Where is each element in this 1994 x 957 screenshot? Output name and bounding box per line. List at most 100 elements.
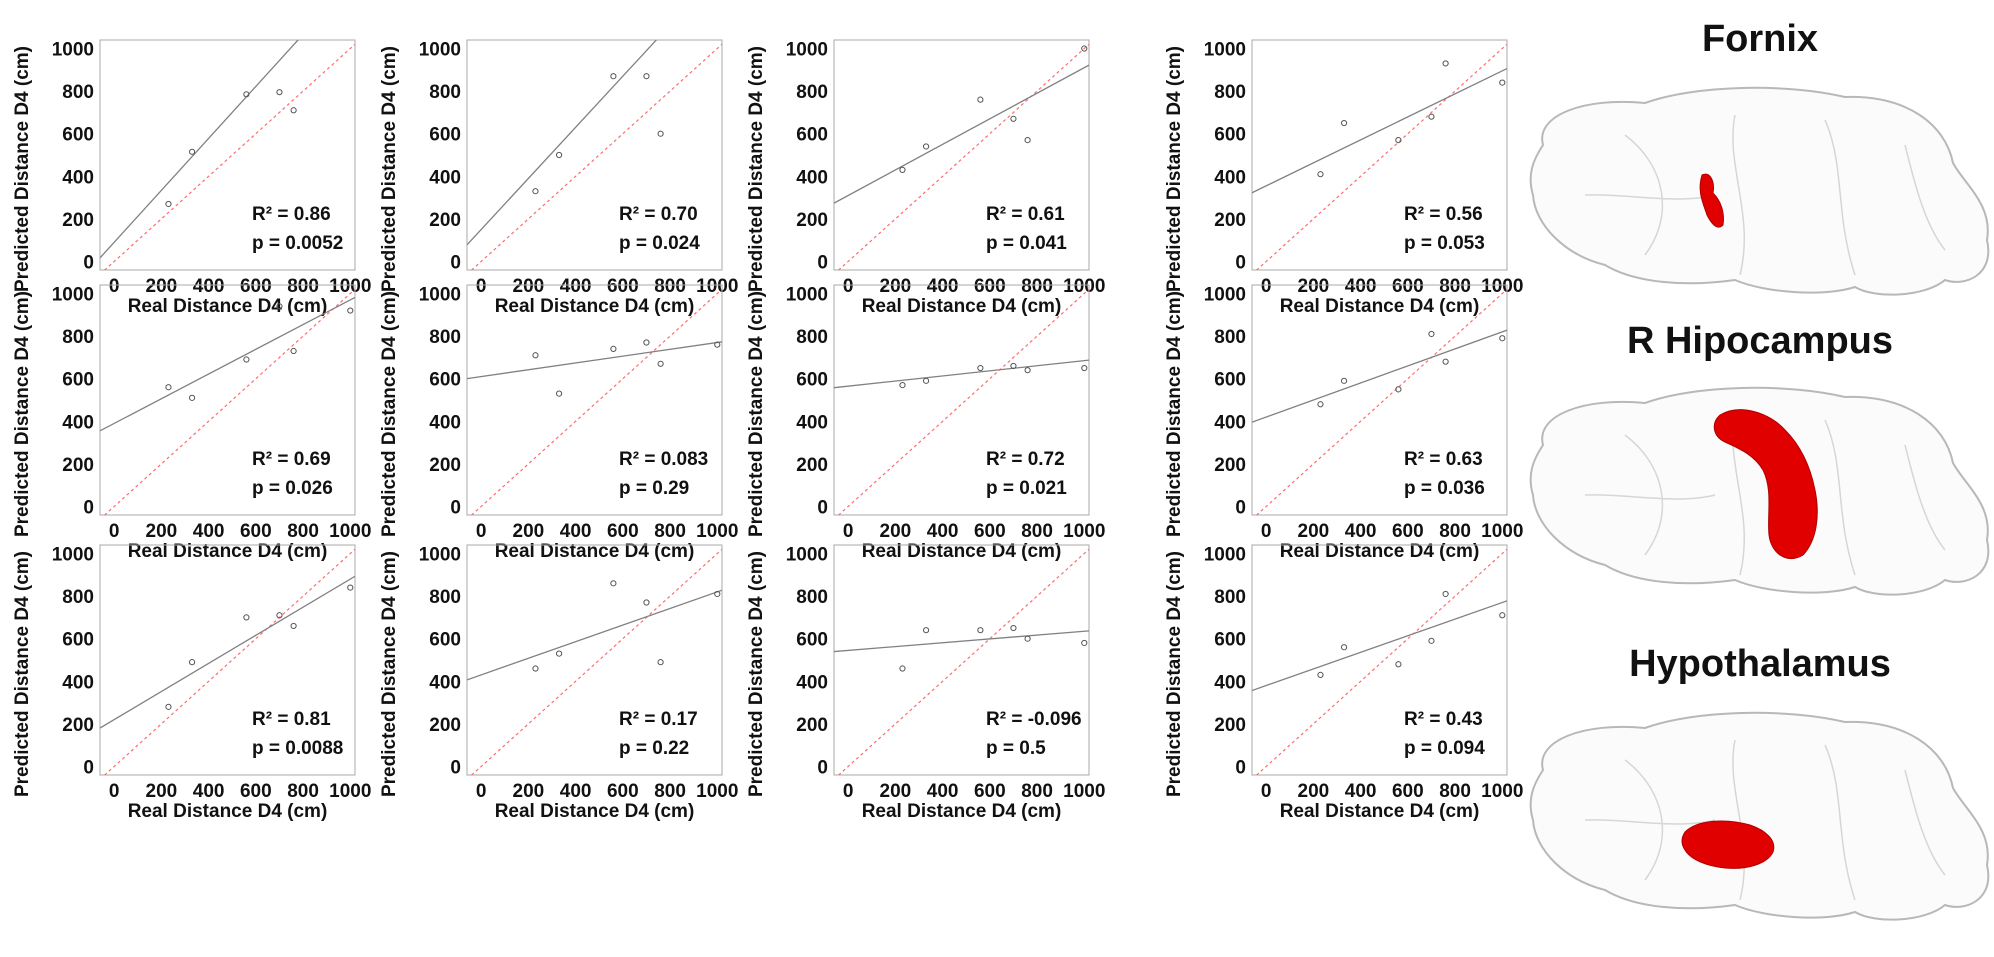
data-point <box>165 703 172 710</box>
y-tick-label: 400 <box>62 167 94 188</box>
p-value-label: p = 0.041 <box>986 233 1067 254</box>
y-tick-label: 800 <box>1214 327 1246 348</box>
x-tick-label: 600 <box>974 521 1006 542</box>
data-point <box>347 584 354 591</box>
x-tick-label: 200 <box>880 781 912 802</box>
plot-area <box>1252 288 1507 515</box>
y-tick-label: 600 <box>796 125 828 146</box>
x-tick-label: 600 <box>974 781 1006 802</box>
y-tick-label: 1000 <box>419 545 461 566</box>
x-tick-label: 200 <box>1298 276 1330 297</box>
y-tick-label: 1000 <box>1204 285 1246 306</box>
data-point <box>1024 136 1031 144</box>
data-point <box>922 377 930 384</box>
data-point <box>610 73 617 80</box>
y-axis-label: Predicted Distance D4 (cm) <box>12 46 33 292</box>
plot-area <box>834 288 1089 515</box>
data-point <box>165 200 172 208</box>
x-tick-label: 800 <box>654 276 686 297</box>
x-tick-label: 200 <box>146 276 178 297</box>
plot-area <box>100 548 355 775</box>
x-axis-label: Real Distance D4 (cm) <box>495 296 695 317</box>
x-tick-label: 600 <box>1392 276 1424 297</box>
brain-hypothalamus-image <box>1529 711 1990 921</box>
data-point <box>922 143 930 150</box>
y-tick-label: 0 <box>1235 757 1246 778</box>
data-point <box>977 364 984 372</box>
y-tick-label: 1000 <box>1204 40 1246 61</box>
regression-line <box>834 64 1089 204</box>
x-tick-label: 200 <box>880 521 912 542</box>
data-point <box>555 650 563 657</box>
plot-frame <box>1251 39 1508 271</box>
p-value-label: p = 0.5 <box>986 738 1046 759</box>
data-point <box>276 303 283 310</box>
data-point <box>532 352 539 359</box>
data-point <box>1442 590 1449 598</box>
brain-outline <box>1529 86 1990 296</box>
x-tick-label: 400 <box>927 781 959 802</box>
data-point <box>276 89 283 96</box>
r-squared-label: R² = 0.81 <box>252 709 331 730</box>
data-point <box>1340 377 1348 384</box>
plot-frame <box>466 39 723 271</box>
y-tick-label: 0 <box>817 497 828 518</box>
y-tick-label: 0 <box>817 252 828 273</box>
x-tick-label: 1000 <box>1063 276 1105 297</box>
x-tick-label: 1000 <box>329 781 371 802</box>
r-squared-label: R² = 0.56 <box>1404 204 1483 225</box>
x-axis-label: Real Distance D4 (cm) <box>862 296 1062 317</box>
x-tick-label: 0 <box>1261 276 1272 297</box>
x-tick-label: 0 <box>1261 521 1272 542</box>
data-point <box>899 381 906 389</box>
x-tick-label: 200 <box>1298 781 1330 802</box>
brain-fold-lines <box>1584 739 1946 901</box>
regression-line <box>467 341 722 380</box>
data-point <box>1428 330 1435 338</box>
plot-frame <box>833 544 1090 776</box>
data-point <box>714 341 721 348</box>
regression-line <box>467 589 722 681</box>
y-axis-label: Predicted Distance D4 (cm) <box>379 291 400 537</box>
x-axis-label: Real Distance D4 (cm) <box>495 801 695 822</box>
data-point <box>657 659 664 666</box>
x-tick-label: 1000 <box>1063 781 1105 802</box>
y-tick-label: 600 <box>429 370 461 391</box>
p-value-label: p = 0.021 <box>986 478 1067 499</box>
y-tick-label: 0 <box>83 757 94 778</box>
data-point <box>1010 115 1017 122</box>
brain-outline <box>1529 386 1990 596</box>
y-tick-label: 200 <box>796 210 828 231</box>
data-point <box>1395 136 1402 144</box>
fornix-highlight <box>1699 173 1724 228</box>
data-point <box>276 612 283 619</box>
y-tick-label: 200 <box>1214 455 1246 476</box>
brain-hippocampus-image <box>1529 386 1990 596</box>
data-point <box>555 390 563 397</box>
data-point <box>977 96 984 103</box>
y-tick-label: 0 <box>450 497 461 518</box>
region-title-hypothalamus: Hypothalamus <box>1629 643 1891 685</box>
data-point <box>643 339 650 346</box>
p-value-label: p = 0.0088 <box>252 738 343 759</box>
x-axis-label: Real Distance D4 (cm) <box>495 541 695 562</box>
y-tick-label: 800 <box>62 82 94 103</box>
y-tick-label: 400 <box>62 412 94 433</box>
regression-line <box>1252 67 1507 194</box>
y-tick-label: 1000 <box>786 545 828 566</box>
y-axis-label: Predicted Distance D4 (cm) <box>12 291 33 537</box>
data-point <box>1428 637 1435 644</box>
y-tick-label: 800 <box>429 587 461 608</box>
x-tick-label: 0 <box>843 521 854 542</box>
r-squared-label: R² = 0.72 <box>986 449 1065 470</box>
y-tick-label: 0 <box>83 252 94 273</box>
x-tick-label: 0 <box>109 521 120 542</box>
y-tick-label: 800 <box>796 587 828 608</box>
y-tick-label: 1000 <box>786 40 828 61</box>
region-title-fornix: Fornix <box>1701 18 1819 60</box>
x-axis-label: Real Distance D4 (cm) <box>862 801 1062 822</box>
p-value-label: p = 0.024 <box>619 233 700 254</box>
data-point <box>243 356 250 363</box>
